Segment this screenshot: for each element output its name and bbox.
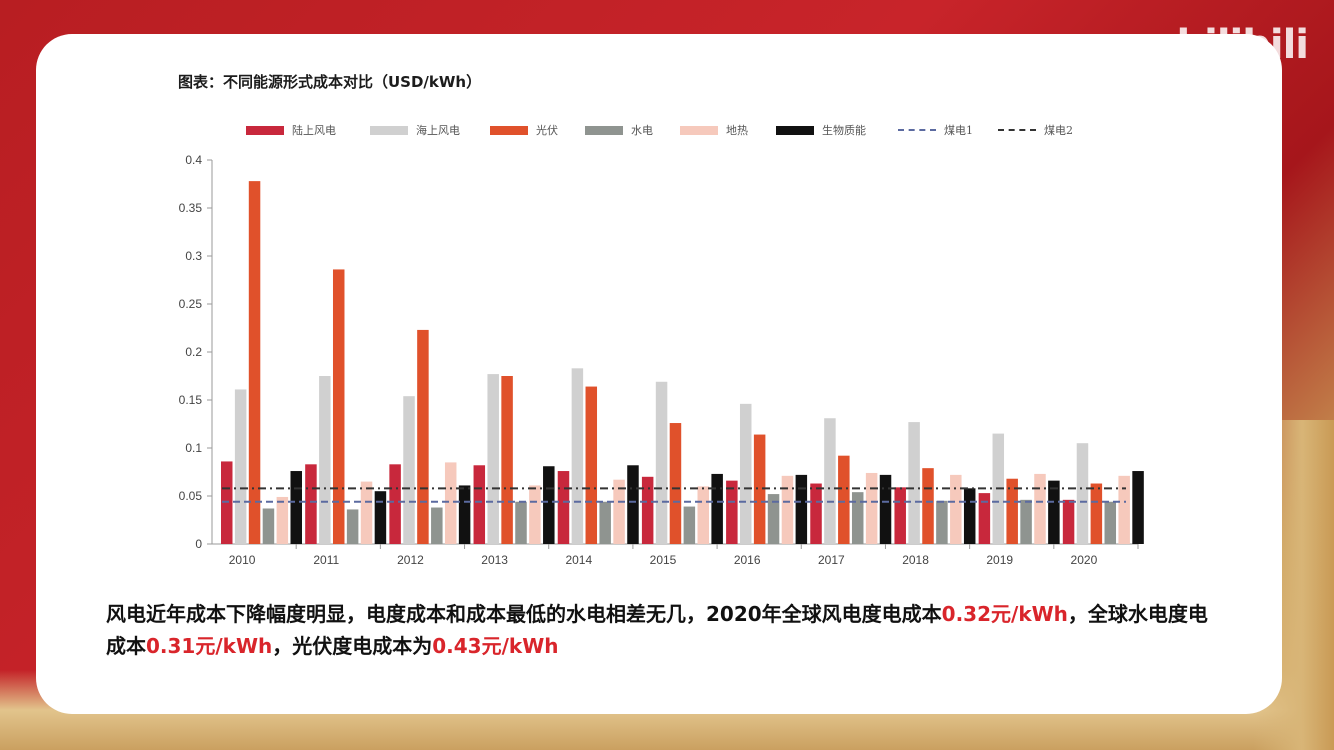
bar-水电-2012 <box>431 508 443 544</box>
bar-海上风电-2015 <box>656 382 668 544</box>
bar-水电-2017 <box>852 492 864 544</box>
y-tick-label: 0.1 <box>185 441 202 455</box>
bar-地热-2014 <box>613 480 625 544</box>
bar-生物质能-2012 <box>459 485 471 544</box>
bar-生物质能-2017 <box>880 475 892 544</box>
bar-水电-2014 <box>599 502 611 544</box>
bar-海上风电-2020 <box>1077 443 1089 544</box>
x-tick-label: 2019 <box>986 553 1013 567</box>
bar-海上风电-2010 <box>235 389 247 544</box>
bar-地热-2013 <box>529 485 541 544</box>
bar-海上风电-2017 <box>824 418 836 544</box>
x-tick-label: 2018 <box>902 553 929 567</box>
x-tick-label: 2013 <box>481 553 508 567</box>
slide-caption: 风电近年成本下降幅度明显，电度成本和成本最低的水电相差无几，2020年全球风电度… <box>106 598 1226 662</box>
bar-地热-2012 <box>445 462 457 544</box>
bar-地热-2016 <box>782 476 794 544</box>
bar-地热-2017 <box>866 473 878 544</box>
bar-水电-2013 <box>515 502 527 544</box>
bar-生物质能-2014 <box>627 465 639 544</box>
x-tick-label: 2010 <box>229 553 256 567</box>
bar-水电-2015 <box>684 507 696 544</box>
bar-地热-2019 <box>1034 474 1046 544</box>
bar-生物质能-2020 <box>1132 471 1144 544</box>
x-tick-label: 2017 <box>818 553 845 567</box>
bar-光伏-2020 <box>1091 484 1103 544</box>
x-tick-label: 2016 <box>734 553 761 567</box>
bar-地热-2020 <box>1118 476 1130 544</box>
y-tick-label: 0.35 <box>179 201 203 215</box>
bar-地热-2015 <box>698 486 710 544</box>
bar-地热-2010 <box>277 497 289 544</box>
bar-光伏-2018 <box>922 468 934 544</box>
bar-海上风电-2016 <box>740 404 752 544</box>
bar-光伏-2014 <box>586 387 598 544</box>
x-tick-label: 2015 <box>650 553 677 567</box>
bar-陆上风电-2019 <box>979 493 991 544</box>
bar-生物质能-2018 <box>964 488 976 544</box>
bar-陆上风电-2012 <box>389 464 401 544</box>
bar-生物质能-2015 <box>711 474 723 544</box>
y-tick-label: 0.15 <box>179 393 203 407</box>
bar-陆上风电-2020 <box>1063 500 1075 544</box>
y-tick-label: 0.25 <box>179 297 203 311</box>
bar-水电-2020 <box>1105 502 1117 544</box>
bar-水电-2011 <box>347 509 359 544</box>
bar-光伏-2015 <box>670 423 682 544</box>
bar-海上风电-2013 <box>487 374 499 544</box>
bar-陆上风电-2018 <box>894 487 906 544</box>
bar-生物质能-2016 <box>796 475 808 544</box>
y-tick-label: 0.4 <box>185 153 202 167</box>
caption-text-1: 风电近年成本下降幅度明显，电度成本和成本最低的水电相差无几，2020年全球风电度… <box>106 602 942 626</box>
bar-陆上风电-2011 <box>305 464 317 544</box>
bar-光伏-2017 <box>838 456 850 544</box>
bar-生物质能-2013 <box>543 466 555 544</box>
bar-海上风电-2018 <box>908 422 920 544</box>
bar-水电-2010 <box>263 508 275 544</box>
x-tick-label: 2020 <box>1071 553 1098 567</box>
y-tick-label: 0.3 <box>185 249 202 263</box>
bar-光伏-2011 <box>333 269 345 544</box>
bar-生物质能-2011 <box>375 491 387 544</box>
x-tick-label: 2014 <box>565 553 592 567</box>
bar-地热-2018 <box>950 475 962 544</box>
bar-陆上风电-2015 <box>642 477 654 544</box>
caption-highlight-hydro-cost: 0.31元/kWh <box>146 634 272 658</box>
bar-水电-2019 <box>1020 500 1032 544</box>
bar-海上风电-2012 <box>403 396 415 544</box>
bar-生物质能-2019 <box>1048 481 1060 544</box>
bar-光伏-2013 <box>501 376 513 544</box>
caption-highlight-pv-cost: 0.43元/kWh <box>432 634 558 658</box>
x-tick-label: 2012 <box>397 553 424 567</box>
bar-海上风电-2014 <box>572 368 584 544</box>
bar-陆上风电-2014 <box>558 471 570 544</box>
x-tick-label: 2011 <box>313 553 339 567</box>
bar-陆上风电-2016 <box>726 481 738 544</box>
y-tick-label: 0.2 <box>185 345 202 359</box>
caption-text-3: ，光伏度电成本为 <box>272 634 432 658</box>
bar-光伏-2010 <box>249 181 260 544</box>
bar-陆上风电-2013 <box>474 465 486 544</box>
bar-生物质能-2010 <box>291 471 303 544</box>
bar-光伏-2012 <box>417 330 429 544</box>
bar-水电-2018 <box>936 501 948 544</box>
y-tick-label: 0.05 <box>179 489 203 503</box>
bar-地热-2011 <box>361 482 373 544</box>
caption-highlight-wind-cost: 0.32元/kWh <box>942 602 1068 626</box>
y-tick-label: 0 <box>195 537 202 551</box>
bar-陆上风电-2017 <box>810 484 822 544</box>
bar-海上风电-2011 <box>319 376 331 544</box>
